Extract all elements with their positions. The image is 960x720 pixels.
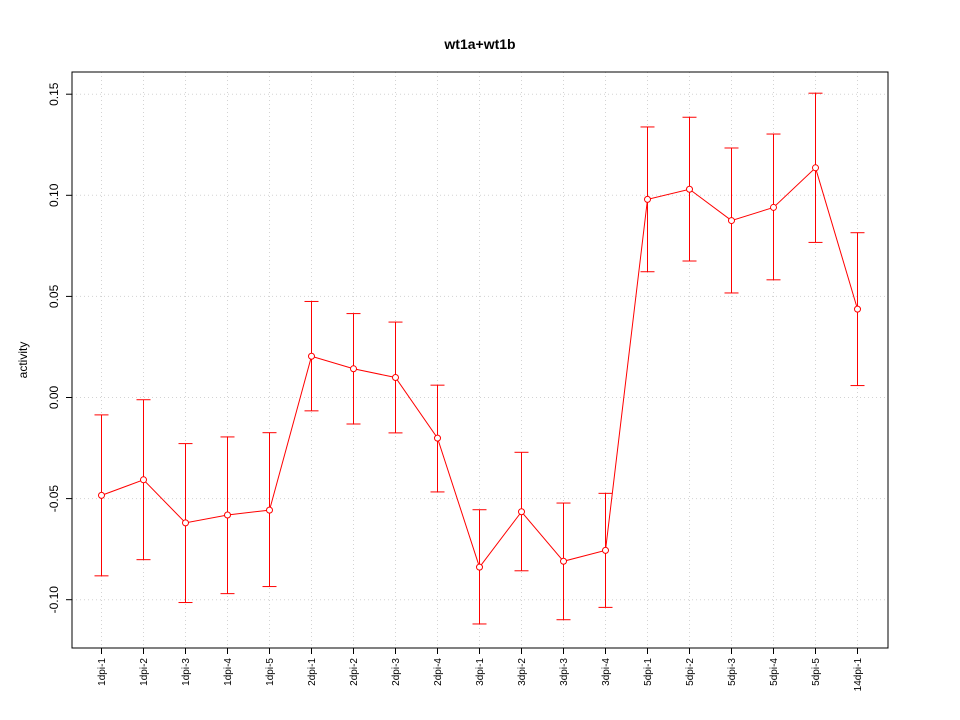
y-axis-label: activity xyxy=(16,342,30,379)
series-line xyxy=(101,166,858,569)
data-point xyxy=(434,434,441,442)
data-point xyxy=(476,563,483,571)
y-tick-label: 0.15 xyxy=(47,82,61,106)
x-tick-label: 2dpi-3 xyxy=(391,658,402,686)
y-tick-label: 0.10 xyxy=(47,183,61,207)
x-tick-label: 3dpi-4 xyxy=(601,658,612,686)
data-point xyxy=(602,546,609,554)
x-tick-label: 3dpi-2 xyxy=(517,658,528,686)
y-tick-label: 0.05 xyxy=(47,284,61,308)
data-point xyxy=(392,373,399,381)
data-point xyxy=(686,185,693,193)
x-tick-label: 5dpi-4 xyxy=(769,658,780,686)
x-tick-label: 2dpi-1 xyxy=(307,658,318,686)
data-point xyxy=(308,352,315,360)
data-point xyxy=(98,491,105,499)
x-tick-label: 1dpi-5 xyxy=(265,658,276,686)
data-point xyxy=(770,203,777,211)
data-point xyxy=(350,365,357,373)
x-tick-label: 1dpi-4 xyxy=(223,658,234,686)
data-point xyxy=(560,557,567,565)
x-tick-label: 5dpi-2 xyxy=(685,658,696,686)
y-tick-label: -0.10 xyxy=(47,586,61,614)
x-tick-label: 5dpi-5 xyxy=(811,658,822,686)
series-red xyxy=(94,92,865,625)
x-tick-label: 1dpi-3 xyxy=(181,658,192,686)
x-tick-label: 1dpi-2 xyxy=(139,658,150,686)
axes: -0.10 -0.05 0.00 0.05 0.10 0.15 1dpi-1 1dpi-2 1d… xyxy=(47,71,889,692)
data-point xyxy=(224,511,231,519)
x-tick-label: 2dpi-2 xyxy=(349,658,360,686)
x-tick-label: 5dpi-3 xyxy=(727,658,738,686)
grid xyxy=(72,72,888,648)
y-tick-label: 0.00 xyxy=(47,385,61,409)
x-tick-label: 2dpi-4 xyxy=(433,658,444,686)
data-point xyxy=(140,476,147,484)
x-tick-label: 14dpi-1 xyxy=(853,658,864,692)
data-point xyxy=(266,506,273,514)
data-point xyxy=(518,508,525,516)
x-tick-label: 3dpi-1 xyxy=(475,658,486,686)
x-tick-label: 3dpi-3 xyxy=(559,658,570,686)
data-point xyxy=(728,217,735,225)
data-point xyxy=(644,195,651,203)
x-tick-label: 1dpi-1 xyxy=(97,658,108,686)
data-point xyxy=(182,519,189,527)
data-point xyxy=(812,164,819,172)
y-tick-label: -0.05 xyxy=(47,485,61,513)
x-tick-label: 5dpi-1 xyxy=(643,658,654,686)
data-point xyxy=(854,305,861,313)
chart-title: wt1a+wt1b xyxy=(443,36,515,52)
